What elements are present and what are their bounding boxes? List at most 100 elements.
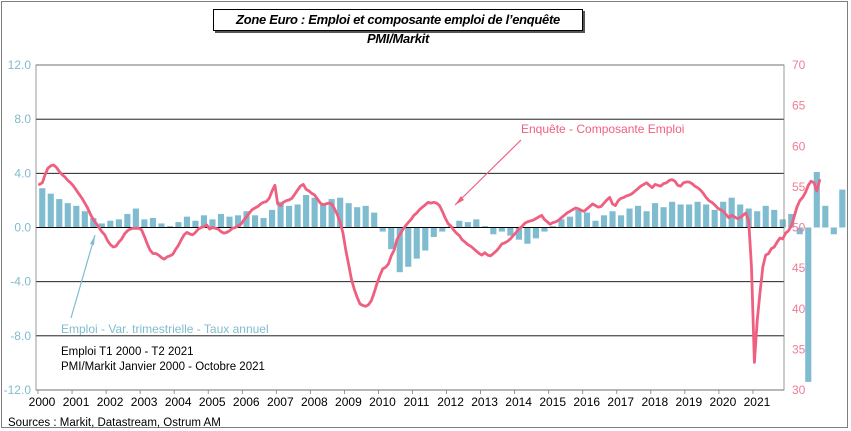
bar — [166, 226, 173, 228]
x-tick-label: 2009 — [335, 395, 362, 409]
bar — [132, 208, 139, 228]
bar — [413, 227, 420, 259]
bar — [822, 205, 829, 228]
x-tick-label: 2021 — [744, 395, 771, 409]
bar — [268, 209, 276, 228]
right-tick-label: 65 — [792, 99, 806, 113]
right-tick-label: 40 — [792, 302, 806, 316]
bar — [277, 201, 284, 228]
bar — [788, 213, 795, 228]
right-tick-label: 30 — [792, 383, 806, 397]
right-tick-label: 35 — [792, 342, 806, 356]
x-tick-label: 2010 — [369, 395, 396, 409]
bar — [158, 223, 165, 228]
line-label-arrowhead — [455, 196, 464, 205]
x-tick-label: 2011 — [404, 395, 430, 409]
bar — [183, 216, 191, 228]
bar — [90, 218, 97, 228]
chart-title: Zone Euro : Emploi et composante emploi … — [213, 9, 583, 46]
bar — [771, 209, 778, 228]
bar — [286, 205, 293, 228]
bar — [541, 227, 548, 232]
bar — [839, 189, 846, 228]
bar — [345, 203, 352, 228]
bar — [643, 211, 650, 228]
bar — [711, 209, 718, 228]
x-tick-label: 2015 — [539, 395, 566, 409]
right-tick-label: 45 — [792, 261, 806, 275]
x-tick-label: 2006 — [233, 395, 260, 409]
bar — [439, 227, 446, 232]
bar — [107, 220, 114, 228]
left-tick-label: 0.0 — [14, 221, 31, 235]
bar — [549, 226, 557, 228]
right-tick-label: 50 — [792, 221, 806, 235]
left-tick-label: 8.0 — [14, 112, 31, 126]
note-pmi-period: PMI/Markit Janvier 2000 - Octobre 2021 — [61, 361, 265, 373]
bar — [115, 219, 122, 228]
bar — [456, 220, 463, 228]
x-tick-label: 2001 — [63, 395, 90, 409]
x-tick-label: 2003 — [131, 395, 158, 409]
bar — [805, 227, 812, 382]
bar-series-label: Emploi - Var. trimestrielle - Taux annue… — [61, 322, 269, 336]
bar-series-emploi — [39, 171, 846, 382]
bar — [677, 204, 684, 228]
bar — [694, 201, 701, 228]
bar — [660, 207, 667, 228]
bar — [430, 227, 437, 237]
line-series-label: Enquête - Composante Emploi — [521, 122, 684, 136]
bar — [796, 227, 803, 235]
x-tick-label: 2019 — [676, 395, 703, 409]
x-axis-ticks: 2000 2001 2002 2003 2004 2005 2006 2007 2008 2009… — [29, 390, 771, 409]
bar — [481, 226, 488, 228]
bar — [39, 188, 46, 228]
bar — [303, 195, 310, 228]
x-tick-label: 2018 — [641, 395, 668, 409]
bar — [217, 213, 225, 228]
bar — [209, 219, 216, 228]
left-tick-label: 12.0 — [8, 58, 32, 72]
bar — [243, 211, 250, 228]
bar — [64, 203, 71, 228]
x-tick-label: 2008 — [301, 395, 328, 409]
x-tick-label: 2012 — [437, 395, 464, 409]
bar — [311, 197, 318, 228]
bar — [703, 204, 710, 228]
bar — [634, 205, 642, 228]
bar — [617, 215, 625, 228]
bar — [200, 215, 208, 228]
left-tick-label: -4.0 — [10, 275, 31, 289]
bar — [379, 227, 386, 232]
bar — [388, 227, 395, 250]
x-tick-label: 2007 — [267, 395, 294, 409]
left-tick-label: -8.0 — [10, 329, 31, 343]
bar-label-arrow — [70, 234, 96, 319]
bar — [422, 227, 429, 251]
bar — [362, 205, 369, 228]
x-tick-label: 2000 — [29, 395, 56, 409]
bar — [813, 171, 820, 228]
bar — [779, 219, 786, 228]
note-emploi-period: Emploi T1 2000 - T2 2021 — [61, 346, 194, 358]
bar — [320, 203, 327, 228]
bar — [507, 227, 514, 236]
bar — [686, 204, 693, 228]
bar — [609, 211, 616, 228]
line-series-enquete — [38, 163, 821, 364]
bar — [720, 201, 727, 228]
bar — [124, 213, 131, 228]
bar — [371, 212, 378, 228]
bar — [600, 215, 608, 228]
left-axis-ticks: 12.0 8.0 4.0 0.0 -4.0 -8.0 -12.0 — [4, 58, 32, 397]
bar — [532, 227, 539, 239]
bar — [498, 227, 505, 232]
pmi-line — [38, 163, 821, 364]
x-tick-label: 2013 — [471, 395, 498, 409]
bar — [490, 227, 497, 235]
source-note: Sources : Markit, Datastream, Ostrum AM — [8, 417, 221, 429]
bar — [260, 218, 267, 228]
bar — [652, 203, 659, 228]
left-tick-label: -12.0 — [4, 383, 32, 397]
